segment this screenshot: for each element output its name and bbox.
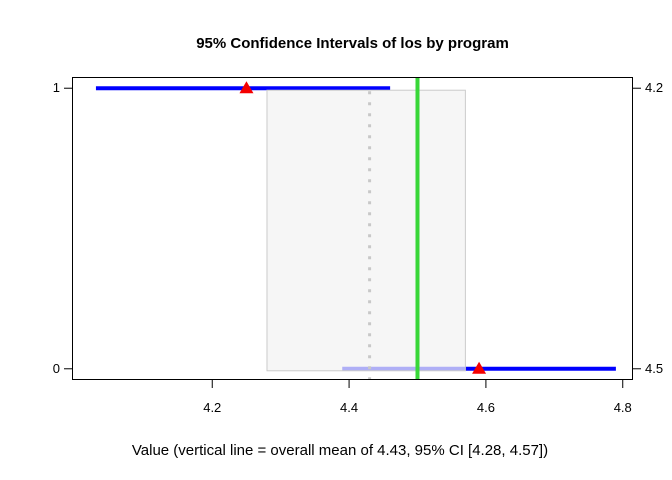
y-tick-label-program-0: 0 — [52, 360, 60, 376]
right-axis-label-program-0: 4.5 — [645, 360, 664, 376]
overall-ci-band — [266, 89, 466, 372]
x-axis-caption: Value (vertical line = overall mean of 4… — [131, 442, 549, 459]
y-tick-label-program-1: 1 — [52, 80, 60, 96]
x-tick-label: 4.8 — [613, 400, 632, 415]
x-tick-label: 4.2 — [203, 400, 222, 415]
mean-marker-program-0 — [472, 361, 487, 374]
chart-title: 95% Confidence Intervals of los by progr… — [196, 35, 509, 52]
plot-border — [72, 77, 633, 380]
x-tick-label: 4.6 — [476, 400, 495, 415]
right-axis-label-program-1: 4.2 — [645, 80, 664, 96]
mean-marker-program-1 — [239, 81, 254, 94]
x-tick-label: 4.4 — [340, 400, 359, 415]
